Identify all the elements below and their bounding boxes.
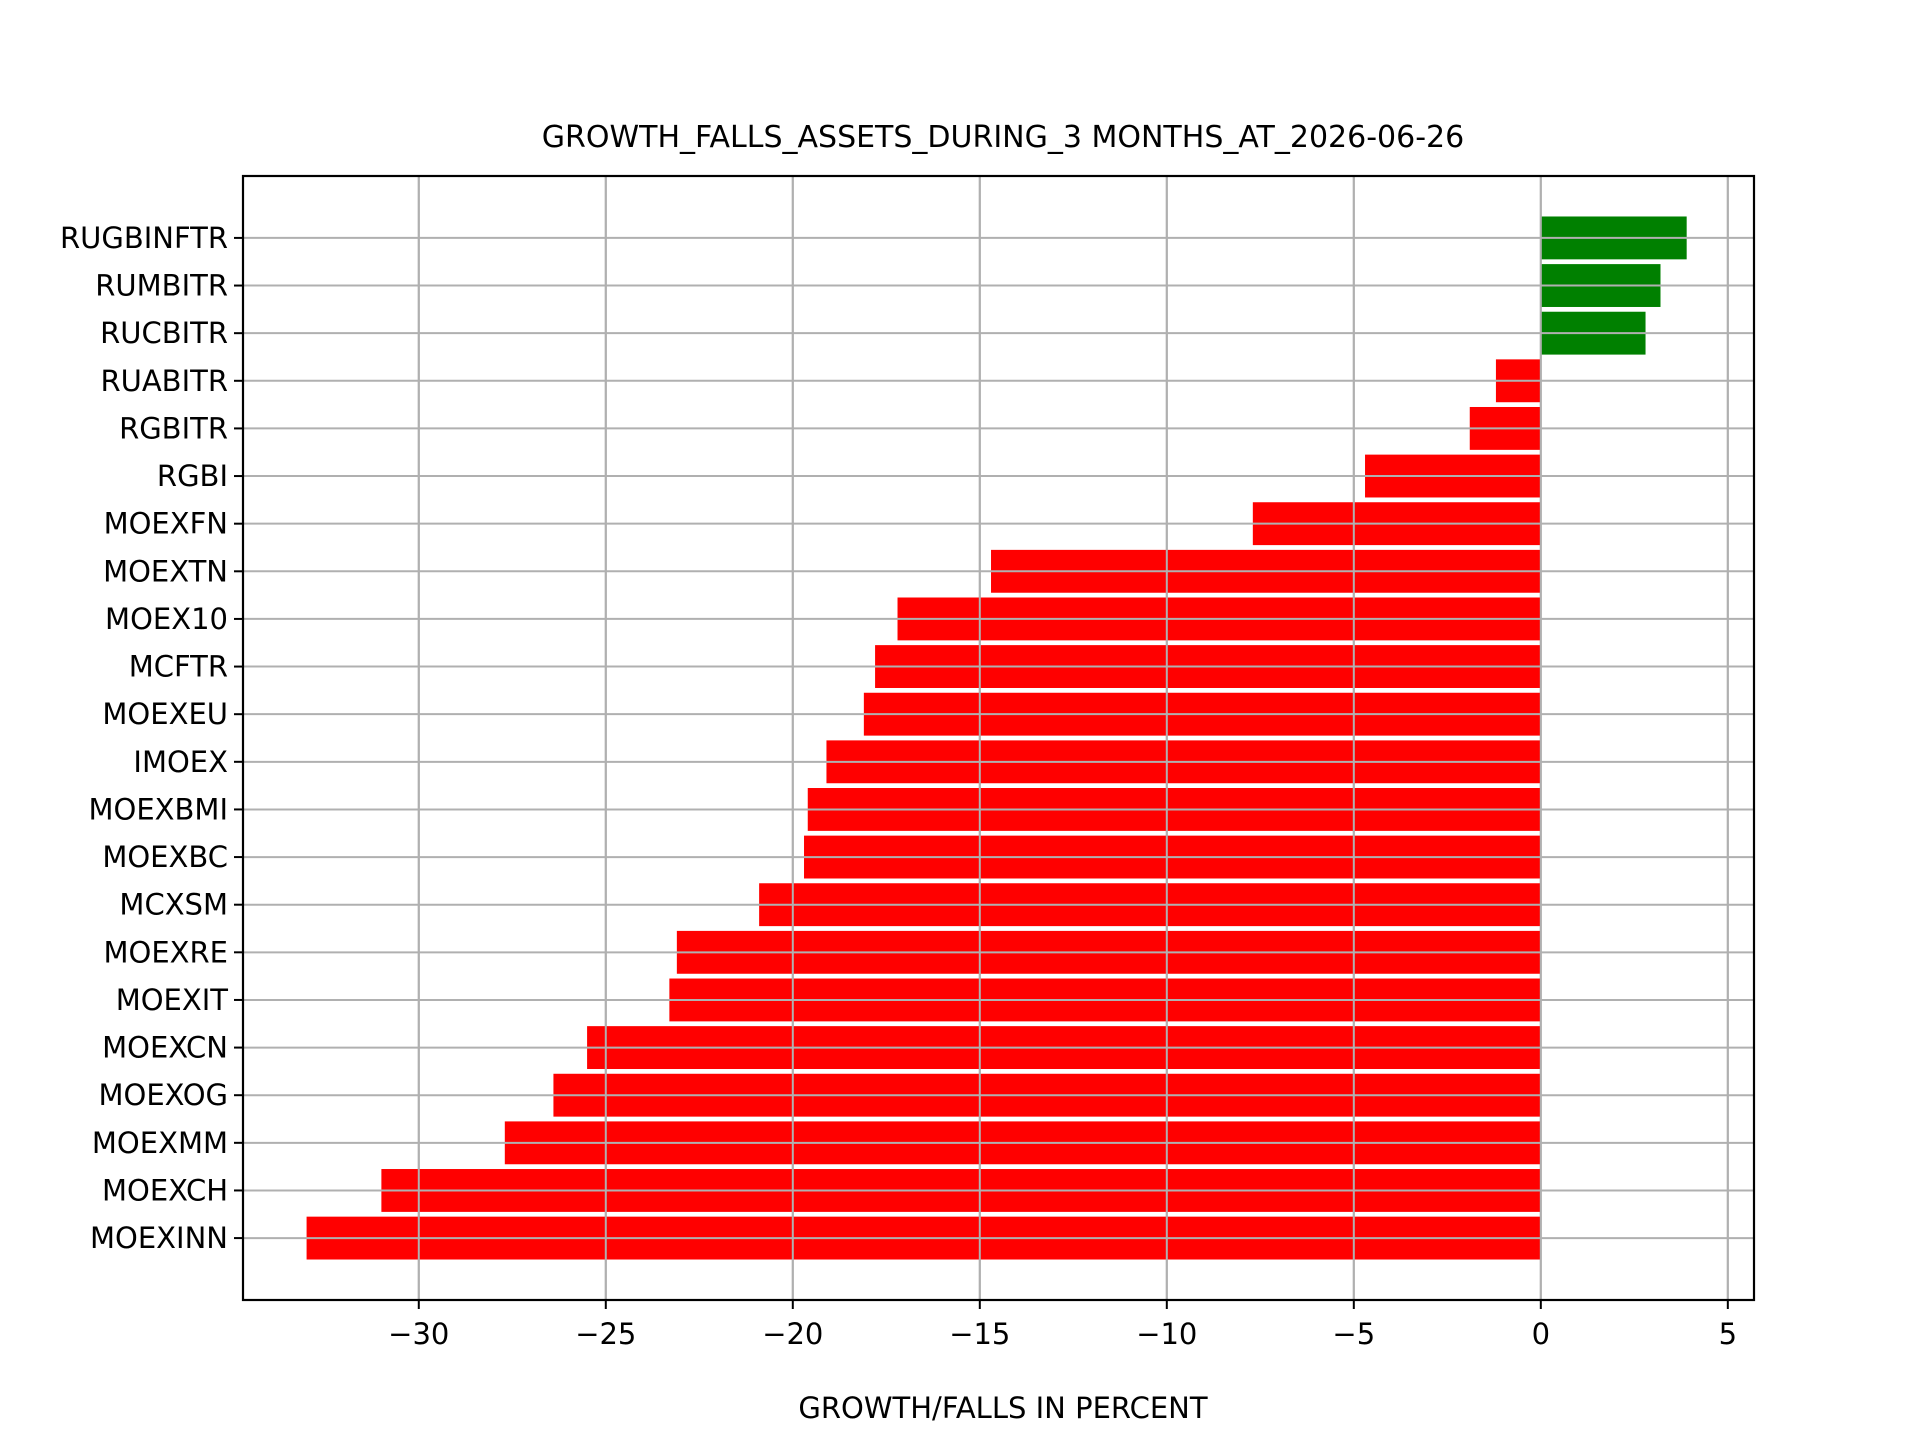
x-tick-label: 0 <box>1532 1317 1550 1351</box>
y-tick-label: MOEXEU <box>102 697 228 731</box>
x-tick-label: −15 <box>949 1317 1010 1351</box>
y-tick-label: RUABITR <box>100 364 228 398</box>
y-tick-label: MOEXTN <box>103 554 228 588</box>
chart-title: GROWTH_FALLS_ASSETS_DURING_3 MONTHS_AT_2… <box>542 120 1464 155</box>
y-tick-label: MOEX10 <box>105 602 228 636</box>
y-tick-label: RUGBINFTR <box>60 221 228 255</box>
x-tick-label: −5 <box>1332 1317 1375 1351</box>
y-axis-ticks: MOEXINN MOEXCH MOEXMM MOEXOG MOEXCN MOEXIT MOE… <box>60 221 243 1255</box>
y-tick-label: MOEXOG <box>99 1078 228 1112</box>
y-tick-label: MCFTR <box>129 650 228 684</box>
y-tick-label: MOEXBMI <box>88 792 228 826</box>
x-tick-label: 5 <box>1719 1317 1737 1351</box>
x-tick-label: −10 <box>1136 1317 1197 1351</box>
y-tick-label: MOEXCN <box>102 1031 228 1065</box>
x-tick-label: −30 <box>388 1317 449 1351</box>
y-tick-label: MOEXRE <box>103 935 228 969</box>
x-axis-label: GROWTH/FALLS IN PERCENT <box>798 1391 1207 1425</box>
y-tick-label: MCXSM <box>119 888 228 922</box>
y-tick-label: IMOEX <box>133 745 228 779</box>
y-tick-label: RUMBITR <box>95 269 228 303</box>
x-axis-ticks: −30 −25 −20 −15 −10 −5 0 5 <box>388 1300 1737 1351</box>
x-tick-label: −20 <box>762 1317 823 1351</box>
y-tick-label: MOEXMM <box>92 1126 228 1160</box>
y-tick-label: RUCBITR <box>100 316 228 350</box>
y-tick-label: MOEXINN <box>90 1221 228 1255</box>
y-tick-label: MOEXFN <box>104 507 228 541</box>
y-tick-label: MOEXBC <box>102 840 228 874</box>
y-tick-label: MOEXCH <box>102 1173 228 1207</box>
y-tick-label: RGBI <box>157 459 228 493</box>
x-tick-label: −25 <box>575 1317 636 1351</box>
y-tick-label: MOEXIT <box>116 983 229 1017</box>
plot-frame <box>241 174 1756 1302</box>
y-tick-label: RGBITR <box>119 411 228 445</box>
